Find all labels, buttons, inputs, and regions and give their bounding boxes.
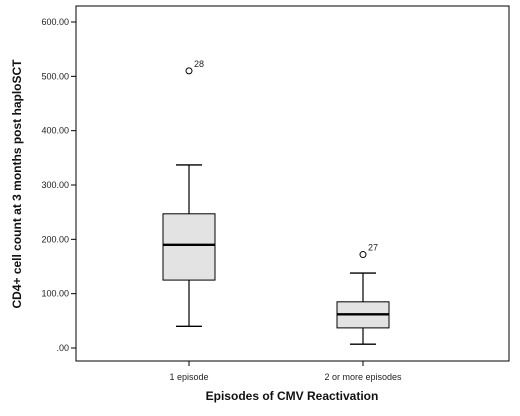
outlier-label: 27	[368, 243, 378, 253]
y-axis: .00 100.00 200.00 300.00 400.00 500.00 600.00	[41, 17, 76, 353]
box-iqr	[162, 213, 216, 281]
y-tick-label: 300.00	[41, 180, 69, 190]
plot-frame	[75, 5, 510, 362]
y-tick-label: 400.00	[41, 126, 69, 136]
y-axis-title: CD4+ cell count at 3 months post haploSC…	[10, 59, 24, 309]
box-group: 28	[162, 59, 216, 327]
y-tick-label: 100.00	[41, 289, 69, 299]
boxes-layer: 28 27	[162, 59, 390, 345]
y-tick-label: 200.00	[41, 234, 69, 244]
outlier-point	[185, 67, 193, 75]
x-axis: 1 episode 2 or more episodes	[169, 361, 402, 382]
y-tick-label: .00	[56, 343, 69, 353]
y-tick-label: 600.00	[41, 17, 69, 27]
y-tick-label: 500.00	[41, 71, 69, 81]
x-tick-label: 1 episode	[169, 372, 208, 382]
outlier-label: 28	[194, 59, 204, 69]
box-group: 27	[336, 243, 390, 345]
x-tick-label: 2 or more episodes	[324, 372, 402, 382]
x-axis-title: Episodes of CMV Reactivation	[206, 389, 379, 403]
outlier-point	[359, 251, 367, 259]
